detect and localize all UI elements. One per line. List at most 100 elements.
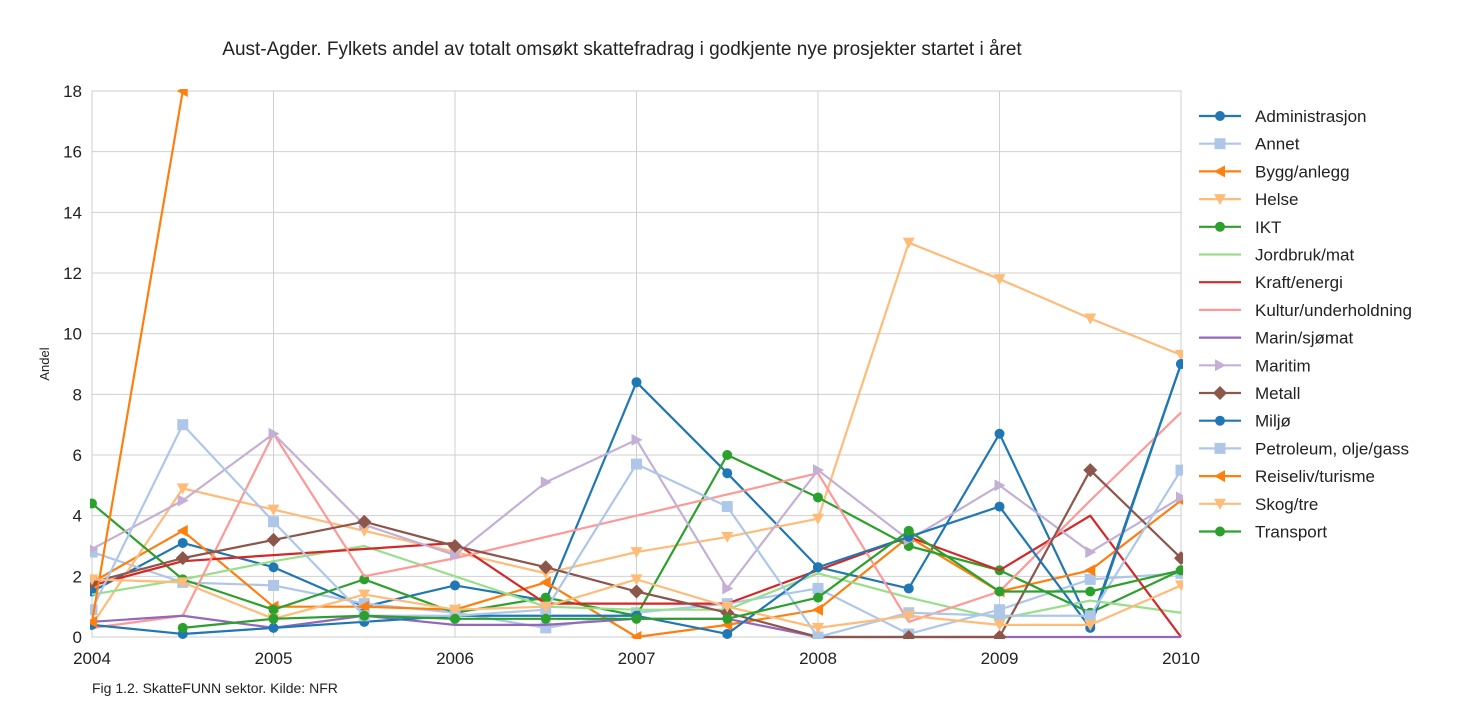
y-axis-label: Andel [37, 347, 52, 380]
legend-marker [1214, 442, 1226, 454]
data-point [994, 604, 1005, 616]
data-point [450, 613, 460, 624]
data-point [722, 468, 733, 479]
data-point [722, 613, 733, 624]
data-point [359, 610, 370, 621]
legend-item-marin-sjømat: Marin/sjømat [1199, 329, 1354, 348]
data-point [631, 458, 642, 470]
data-point [177, 622, 188, 633]
data-point [1085, 546, 1097, 559]
data-point [813, 464, 824, 477]
data-point [176, 577, 189, 589]
data-point [539, 601, 552, 613]
legend-item-annet: Annet [1199, 135, 1300, 154]
legend-label: Metall [1255, 384, 1300, 403]
y-tick-label: 4 [73, 507, 82, 526]
series-layer [90, 89, 1183, 639]
data-point [539, 576, 551, 589]
legend-item-skog-tre: Skog/tre [1199, 495, 1318, 514]
legend-label: IKT [1255, 218, 1281, 237]
data-point [177, 419, 189, 431]
data-point [1083, 463, 1098, 478]
data-point [1084, 313, 1097, 325]
data-point [1176, 491, 1183, 504]
data-point [90, 604, 98, 616]
data-point [540, 622, 552, 634]
legend-label: Kultur/underholdning [1255, 301, 1412, 320]
data-point [1175, 349, 1183, 361]
legend-label: Transport [1255, 523, 1327, 542]
legend-marker [1214, 138, 1226, 150]
data-point [538, 560, 553, 575]
y-axis: 0 2 4 6 8 10 12 14 16 18 [63, 82, 82, 647]
data-point [1084, 573, 1096, 585]
data-point [1176, 359, 1183, 369]
legend-marker [1214, 470, 1225, 483]
data-point [268, 613, 279, 624]
data-point [993, 619, 1006, 631]
y-tick-label: 8 [73, 385, 82, 404]
legend-item-maritim: Maritim [1199, 356, 1311, 375]
data-point [176, 483, 189, 495]
data-point [903, 583, 914, 594]
legend-marker [1214, 498, 1226, 510]
data-point [448, 539, 462, 553]
data-point [450, 549, 461, 562]
x-tick-label: 2009 [981, 649, 1019, 668]
data-point [813, 562, 823, 573]
legend-item-bygg-anlegg: Bygg/anlegg [1199, 162, 1350, 181]
data-point [268, 604, 279, 615]
legend-item-metall: Metall [1199, 384, 1300, 403]
legend-marker [1215, 111, 1225, 121]
figure-caption: Fig 1.2. SkatteFUNN sektor. Kilde: NFR [92, 680, 338, 696]
y-tick-label: 2 [73, 567, 82, 586]
data-point [812, 582, 824, 594]
series-line [182, 529, 1182, 629]
series-reiseliv-turisme [90, 89, 188, 628]
data-point [721, 531, 734, 543]
data-point [721, 501, 733, 513]
x-tick-label: 2006 [436, 649, 474, 668]
data-point [630, 574, 643, 586]
legend-item-kraft-energi: Kraft/energi [1199, 273, 1343, 292]
data-point [90, 615, 97, 628]
data-point [813, 492, 823, 503]
y-tick-label: 6 [73, 446, 82, 465]
legend-item-transport: Transport [1199, 523, 1327, 542]
legend-label: Bygg/anlegg [1255, 162, 1350, 181]
series-maritim [90, 427, 1183, 595]
legend-label: Skog/tre [1255, 495, 1318, 514]
y-tick-label: 12 [63, 264, 82, 283]
legend-label: Helse [1255, 190, 1298, 209]
data-point [177, 537, 188, 548]
data-point [1085, 586, 1096, 597]
data-point [540, 592, 551, 603]
data-point [630, 547, 643, 559]
data-point [90, 574, 98, 586]
x-tick-label: 2004 [73, 649, 111, 668]
legend-label: Administrasjon [1255, 107, 1367, 126]
legend-item-reiseliv-turisme: Reiseliv/turisme [1199, 467, 1375, 486]
data-point [812, 513, 824, 525]
data-point [1084, 610, 1096, 622]
data-point [993, 274, 1006, 286]
data-point [449, 604, 461, 616]
legend-label: Petroleum, olje/gass [1255, 439, 1409, 458]
data-point [1176, 565, 1183, 576]
chart-title: Aust-Agder. Fylkets andel av totalt omsø… [222, 39, 1022, 60]
data-point [90, 544, 98, 554]
legend-marker [1215, 526, 1225, 537]
data-point [268, 427, 280, 440]
data-point [450, 580, 460, 591]
legend-item-petroleum-olje-gass: Petroleum, olje/gass [1199, 439, 1409, 458]
series-line [90, 90, 184, 623]
legend-marker [1213, 386, 1227, 400]
x-tick-label: 2007 [618, 649, 656, 668]
data-point [1174, 551, 1183, 566]
data-point [722, 582, 734, 595]
data-point [540, 476, 552, 489]
data-point [268, 562, 279, 573]
legend: Administrasjon Annet Bygg/anlegg Helse IKT Jo… [1199, 107, 1412, 542]
data-point [631, 377, 642, 388]
data-point [813, 592, 823, 603]
